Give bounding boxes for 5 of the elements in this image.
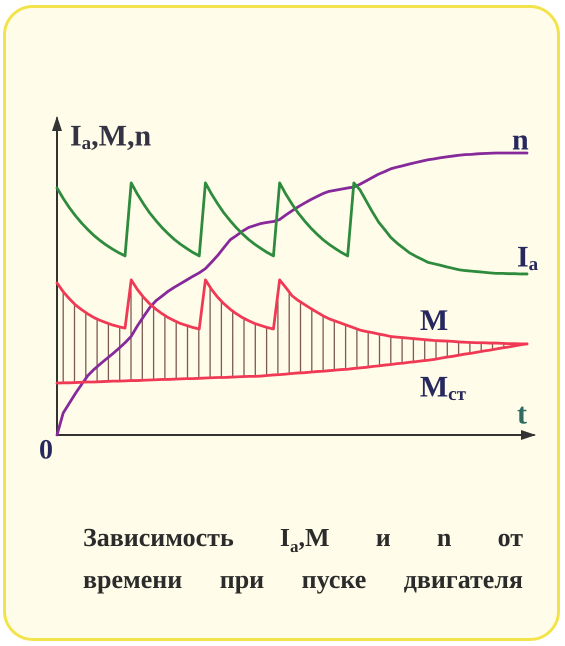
text: 0 xyxy=(39,434,53,466)
series-label: n xyxy=(512,123,529,156)
text: Зависимость I$_{a}$,M и n от времени при пуске двигателя xyxy=(83,522,523,596)
series-label: M xyxy=(420,304,448,337)
x-axis-title: t xyxy=(517,398,527,430)
